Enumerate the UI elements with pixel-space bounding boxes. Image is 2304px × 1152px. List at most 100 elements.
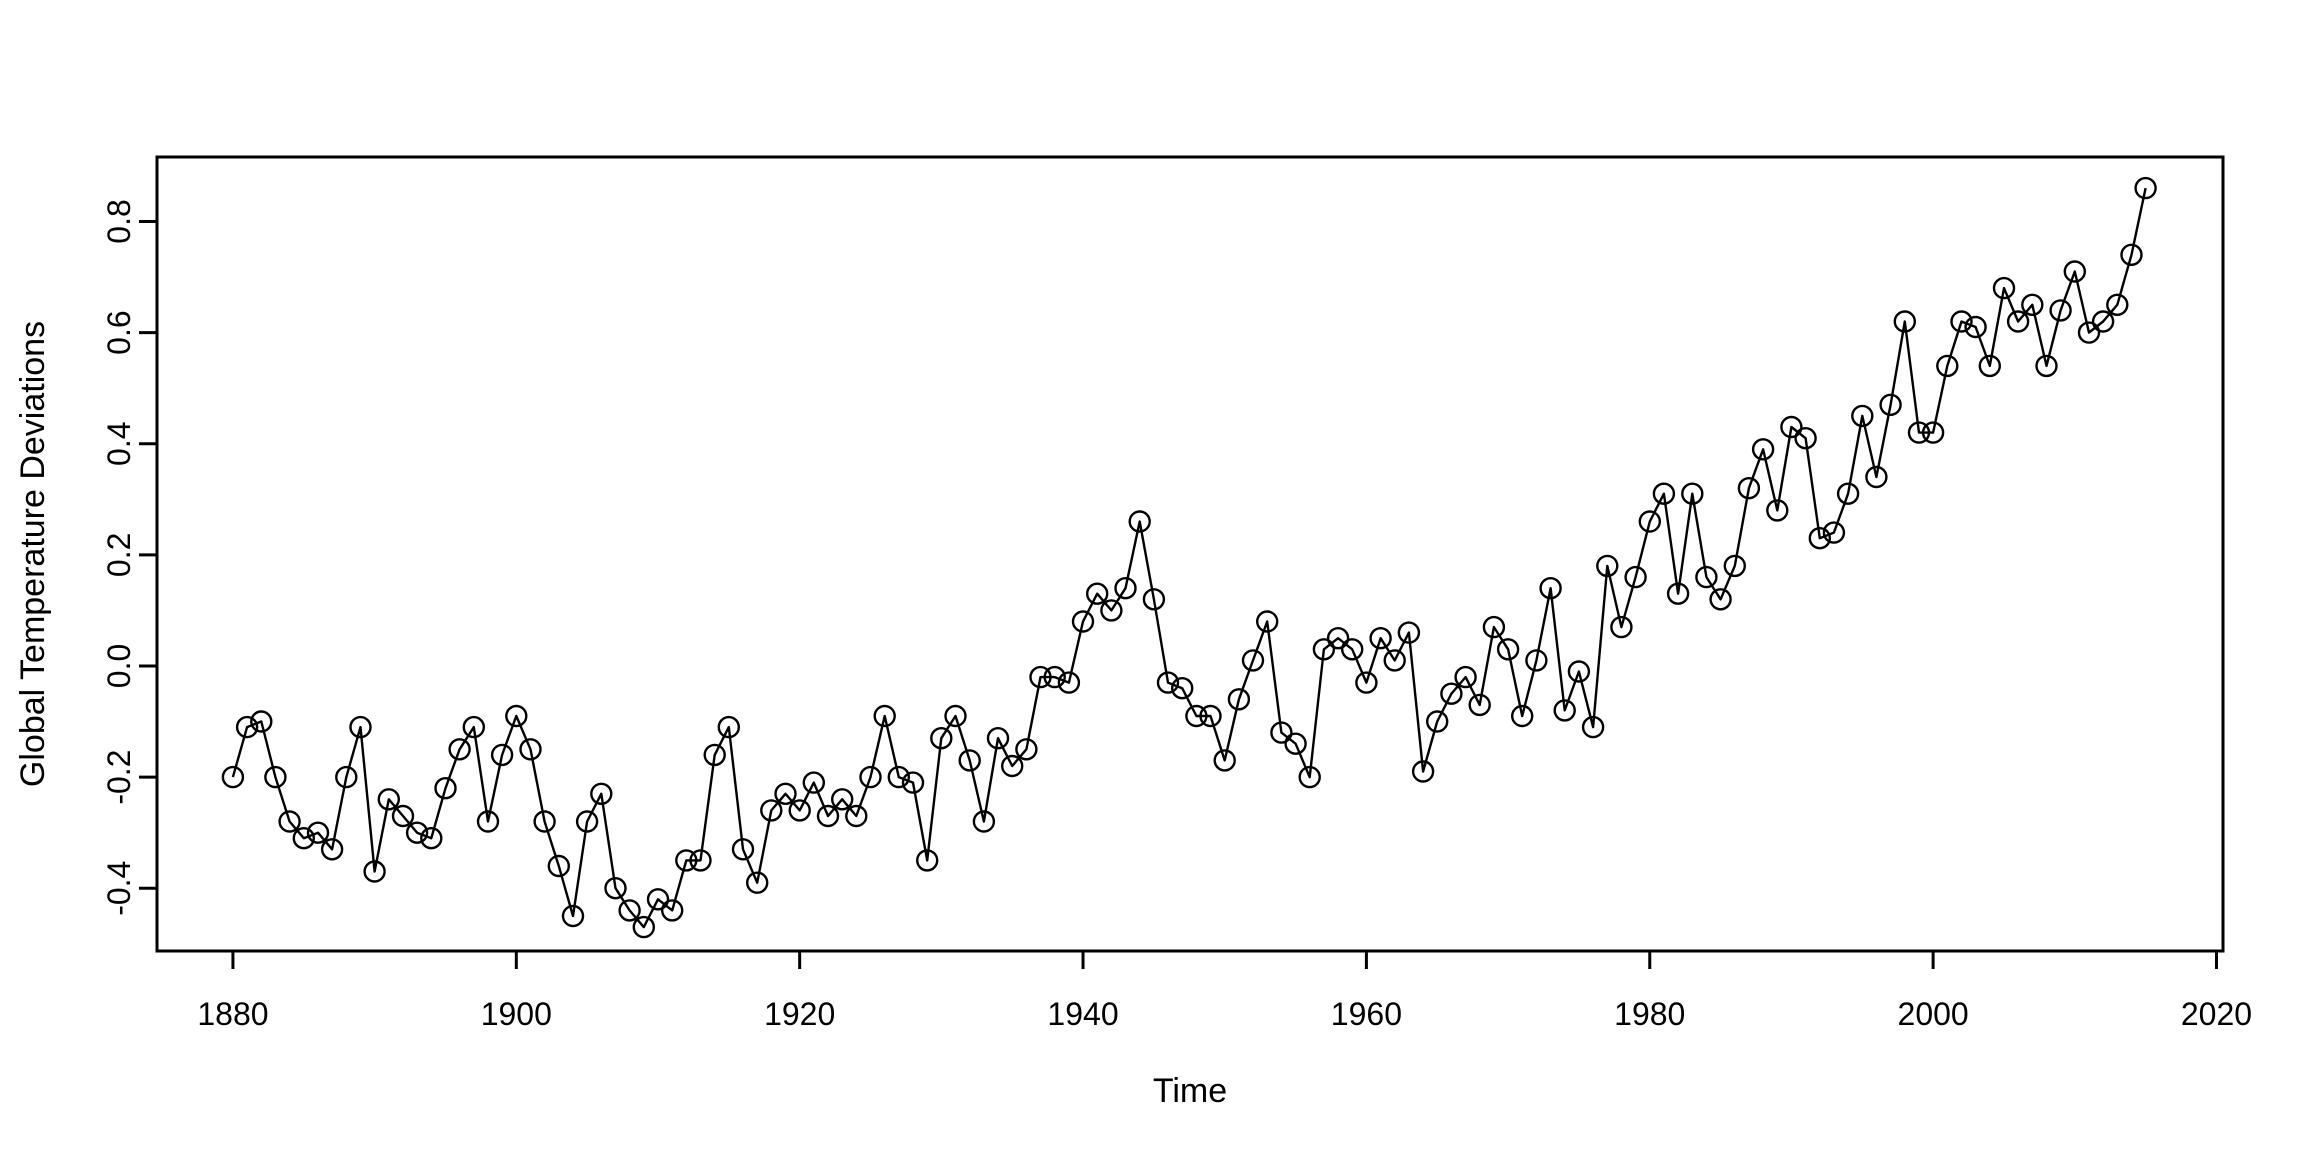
data-point (462, 715, 485, 739)
data-point (1298, 765, 1321, 789)
data-point (1241, 649, 1265, 672)
data-point (1369, 627, 1392, 650)
data-point (1185, 704, 1208, 728)
data-point (292, 827, 315, 850)
data-point (689, 849, 712, 872)
y-axis-label: Global Temperature Deviations (14, 321, 52, 787)
data-point (774, 782, 797, 805)
data-point (2021, 293, 2044, 316)
data-point (1001, 754, 1024, 778)
data-point (1652, 482, 1676, 505)
data-point (476, 810, 500, 833)
plot-area: 1880 1900 1920 1940 1960 1980 2000 2020 -0.4 -0.2… (101, 155, 2252, 1032)
data-point (1284, 732, 1307, 755)
x-axis-tick-label: 1900 (481, 996, 552, 1032)
data-point (1425, 710, 1449, 733)
data-point (1496, 638, 1520, 661)
data-point (235, 715, 259, 739)
data-point (986, 727, 1010, 750)
data-point (1355, 671, 1378, 694)
data-point (887, 765, 910, 789)
data-point (1397, 621, 1421, 644)
data-point (1213, 749, 1236, 772)
data-point (675, 849, 698, 872)
data-point (1893, 310, 1917, 333)
data-point (278, 810, 301, 833)
data-point (1468, 693, 1491, 717)
data-point (1851, 404, 1874, 428)
data-point (1567, 660, 1591, 683)
data-point (646, 888, 670, 911)
data-point (1978, 354, 2002, 378)
x-axis-tick-label: 1880 (197, 996, 268, 1032)
y-axis-tick-label: -0.2 (101, 750, 137, 805)
data-point (1666, 582, 1690, 605)
data-point (391, 804, 415, 828)
data-point (1780, 415, 1803, 439)
data-point (703, 743, 726, 767)
data-point (1510, 704, 1534, 728)
data-point (859, 765, 882, 789)
data-point (1539, 577, 1562, 600)
data-point (1737, 477, 1761, 500)
data-point (335, 765, 358, 789)
data-point (1199, 704, 1222, 728)
data-point (1610, 615, 1633, 639)
data-point (1085, 582, 1109, 605)
data-point (434, 777, 457, 800)
data-point (1340, 638, 1364, 661)
data-point (1128, 510, 1151, 533)
data-point (221, 765, 245, 789)
data-point (760, 799, 783, 822)
data-point (2006, 310, 2030, 333)
data-point (1255, 610, 1279, 633)
x-axis-tick-label: 1980 (1614, 996, 1685, 1032)
data-point (1326, 627, 1350, 650)
data-point (1170, 677, 1194, 700)
data-point (349, 715, 372, 739)
data-point (618, 899, 641, 922)
y-axis-tick-label: 0.4 (101, 421, 137, 465)
data-point (930, 727, 953, 750)
data-point (1043, 665, 1066, 689)
data-point (448, 738, 471, 761)
data-point (1383, 649, 1406, 672)
x-axis-tick-label: 1960 (1331, 996, 1402, 1032)
y-axis-tick-label: -0.4 (101, 861, 137, 916)
data-point (1794, 427, 1817, 450)
data-point (1015, 738, 1038, 761)
data-point (590, 782, 613, 805)
data-point (1454, 665, 1477, 689)
data-point (1950, 310, 1973, 333)
y-axis-tick-label: 0.6 (101, 310, 137, 354)
data-point (901, 771, 925, 794)
plot-border (155, 155, 2225, 953)
data-point (363, 860, 386, 883)
x-axis-tick-label: 1920 (764, 996, 835, 1032)
data-point (1071, 610, 1095, 633)
data-point (547, 854, 570, 878)
data-point (2049, 299, 2072, 322)
x-axis-tick-label: 2000 (1898, 996, 1969, 1032)
data-point (1057, 671, 1081, 694)
data-point (1836, 482, 1860, 505)
data-point (788, 799, 811, 822)
data-point (1695, 565, 1718, 589)
data-point (958, 749, 981, 772)
data-point (405, 821, 429, 844)
data-point (1100, 599, 1123, 622)
data-point (1553, 699, 1576, 722)
data-point (420, 827, 443, 850)
series-line (231, 187, 2147, 929)
data-point (264, 765, 287, 789)
data-point (1440, 682, 1463, 705)
data-point (717, 715, 740, 739)
data-point (320, 838, 344, 861)
data-point (1596, 554, 1619, 578)
data-point (1936, 354, 1959, 378)
data-point (2106, 293, 2129, 316)
data-point (1921, 421, 1945, 444)
data-point (1865, 465, 1888, 489)
data-point (746, 871, 769, 894)
data-point (845, 804, 868, 828)
